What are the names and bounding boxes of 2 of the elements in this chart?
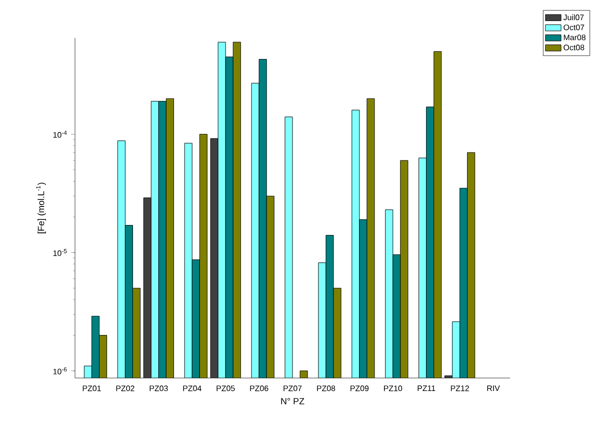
y-axis-title: [Fe] (mol.L$^{-1}$) [36, 182, 46, 234]
x-axis-title: N° PZ [281, 398, 304, 404]
